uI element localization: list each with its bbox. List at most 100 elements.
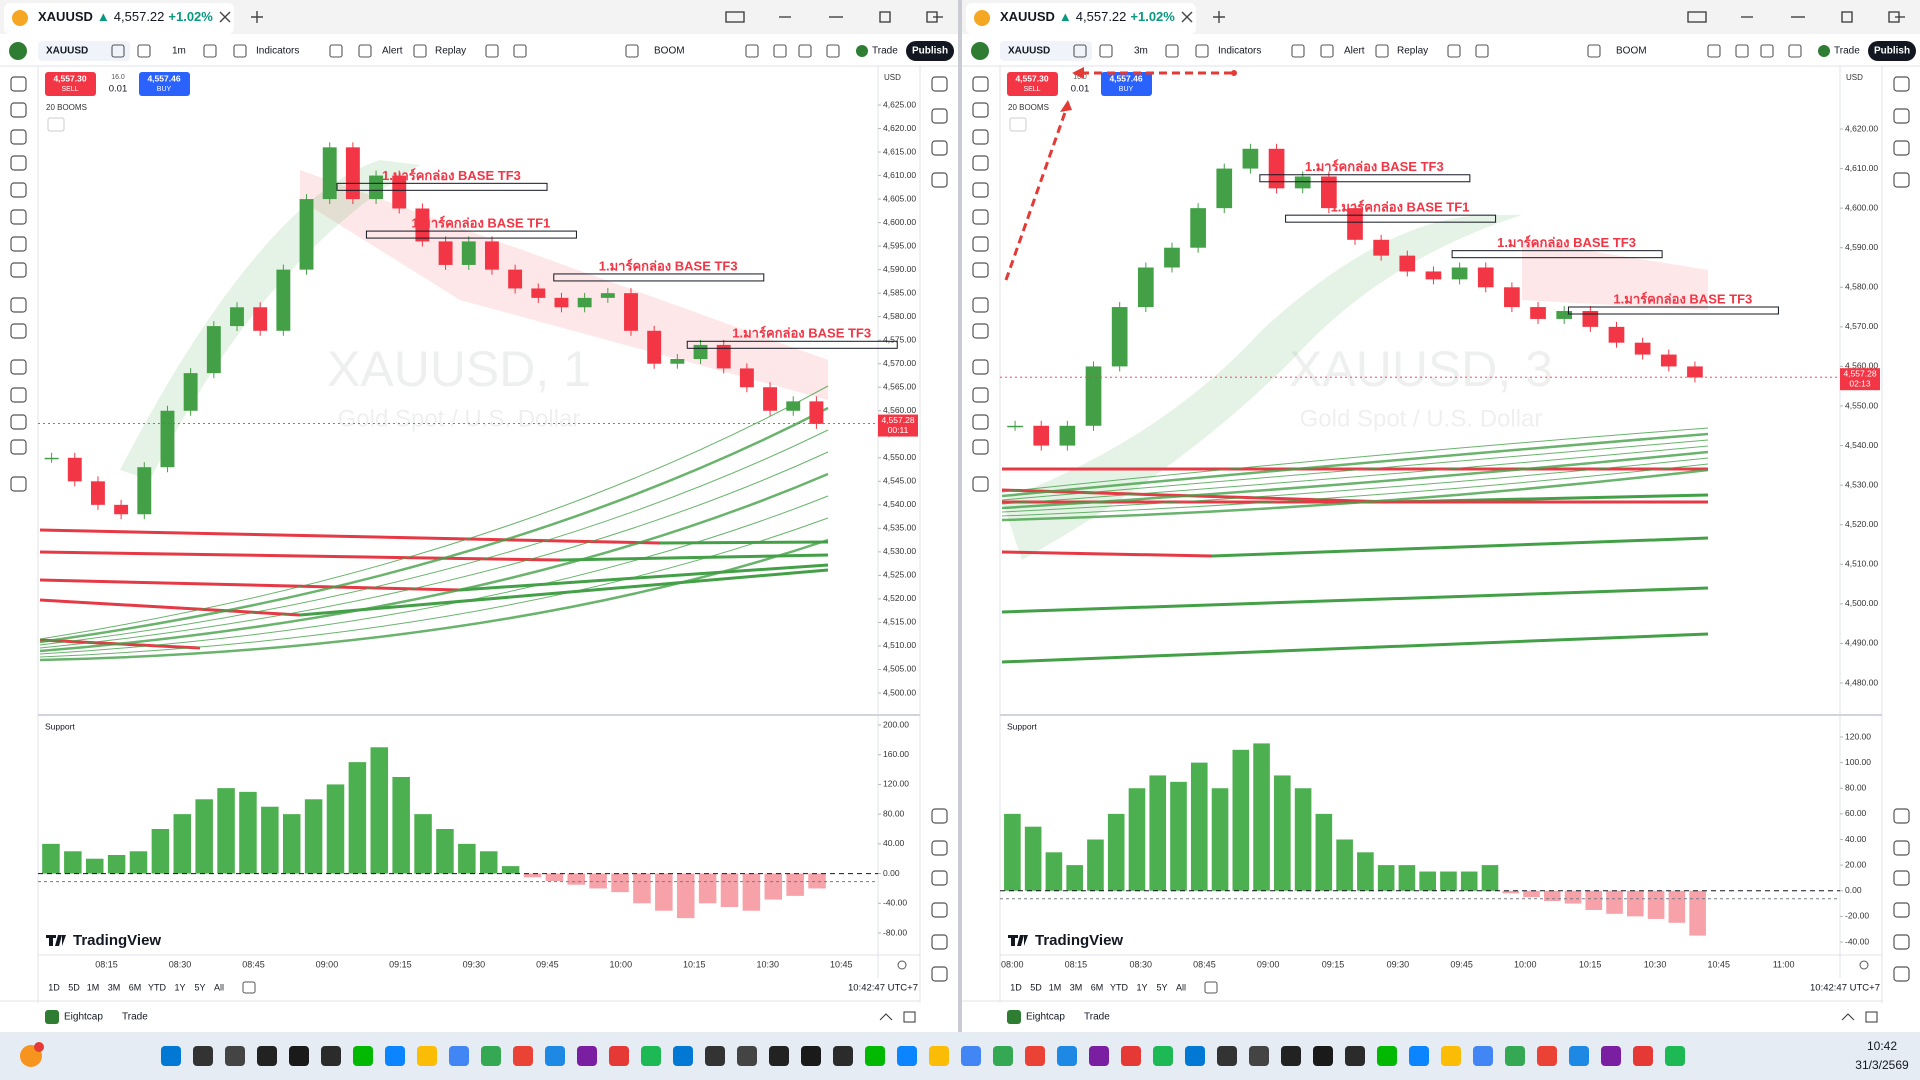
drawing-tool[interactable] bbox=[972, 102, 989, 118]
taskbar-app-icon[interactable] bbox=[1377, 1046, 1397, 1066]
taskbar-app-icon[interactable] bbox=[1057, 1046, 1077, 1066]
taskbar-app-icon[interactable] bbox=[961, 1046, 981, 1066]
taskbar-app-icon[interactable] bbox=[993, 1046, 1013, 1066]
toolbar-icon[interactable] bbox=[513, 44, 527, 58]
annotation[interactable]: 1.มาร์คกล่อง BASE TF3 bbox=[1497, 235, 1636, 250]
range-button[interactable]: 6M bbox=[129, 982, 142, 992]
drawing-tool[interactable] bbox=[972, 323, 989, 339]
range-button[interactable]: All bbox=[1176, 982, 1186, 992]
drawing-tool[interactable] bbox=[972, 262, 989, 278]
toolbar-icon[interactable] bbox=[625, 44, 639, 58]
oscillator-title[interactable]: Support bbox=[1007, 721, 1037, 731]
broker-name[interactable]: Eightcap bbox=[1026, 1012, 1065, 1023]
drawing-tool[interactable] bbox=[10, 297, 27, 313]
taskbar-app-icon[interactable] bbox=[1313, 1046, 1333, 1066]
toolbar-publish[interactable]: Publish bbox=[1874, 46, 1910, 57]
range-button[interactable]: 1D bbox=[48, 982, 60, 992]
indicator-label[interactable]: 20 BOOMS bbox=[1008, 103, 1049, 112]
range-button[interactable]: 1D bbox=[1010, 982, 1022, 992]
sell-label[interactable]: SELL bbox=[1023, 86, 1040, 93]
taskbar-app-icon[interactable] bbox=[641, 1046, 661, 1066]
drawing-tool[interactable] bbox=[10, 155, 27, 171]
quantity[interactable]: 0.01 bbox=[1071, 84, 1090, 95]
toolbar-icon[interactable] bbox=[1099, 44, 1113, 58]
taskbar-app-icon[interactable] bbox=[161, 1046, 181, 1066]
toolbar-icon[interactable] bbox=[329, 44, 343, 58]
drawing-tool[interactable] bbox=[972, 297, 989, 313]
publish-button[interactable] bbox=[1868, 41, 1916, 61]
taskbar-app-icon[interactable] bbox=[673, 1046, 693, 1066]
indicator-label[interactable]: 20 BOOMS bbox=[46, 103, 87, 112]
toolbar-indicators[interactable]: Indicators bbox=[1218, 46, 1261, 57]
toolbar-icon[interactable] bbox=[1587, 44, 1601, 58]
window-control[interactable] bbox=[1687, 11, 1707, 23]
toolbar-publish[interactable]: Publish bbox=[912, 46, 948, 57]
quantity[interactable]: 0.01 bbox=[109, 84, 128, 95]
toolbar-icon[interactable] bbox=[1320, 44, 1334, 58]
taskbar-app-icon[interactable] bbox=[481, 1046, 501, 1066]
window-control[interactable] bbox=[879, 11, 891, 23]
sidebar-widget[interactable] bbox=[1893, 108, 1910, 124]
toolbar-interval[interactable]: 3m bbox=[1134, 46, 1148, 57]
sidebar-widget[interactable] bbox=[931, 902, 948, 918]
sidebar-widget[interactable] bbox=[931, 140, 948, 156]
toolbar-interval[interactable]: 1m bbox=[172, 46, 186, 57]
sidebar-widget[interactable] bbox=[931, 934, 948, 950]
drawing-tool[interactable] bbox=[972, 76, 989, 92]
taskbar-app-icon[interactable] bbox=[1153, 1046, 1173, 1066]
drawing-tool[interactable] bbox=[972, 387, 989, 403]
collapse-button[interactable] bbox=[47, 117, 65, 132]
annotation[interactable]: 1.มาร์คกล่อง BASE TF1 bbox=[1331, 200, 1470, 215]
taskbar-app-icon[interactable] bbox=[705, 1046, 725, 1066]
drawing-tool[interactable] bbox=[10, 414, 27, 430]
drawing-tool[interactable] bbox=[10, 76, 27, 92]
sidebar-widget[interactable] bbox=[931, 966, 948, 982]
drawing-tool[interactable] bbox=[972, 359, 989, 375]
buy-price[interactable]: 4,557.46 bbox=[147, 73, 180, 83]
currency-label[interactable]: USD bbox=[1846, 73, 1863, 82]
range-button[interactable]: 1M bbox=[1049, 982, 1062, 992]
toolbar-icon[interactable] bbox=[1165, 44, 1179, 58]
taskbar-app-icon[interactable] bbox=[1025, 1046, 1045, 1066]
sidebar-widget[interactable] bbox=[931, 840, 948, 856]
sidebar-widget[interactable] bbox=[931, 172, 948, 188]
taskbar-app-icon[interactable] bbox=[545, 1046, 565, 1066]
toolbar-icon[interactable] bbox=[111, 44, 125, 58]
taskbar-app-icon[interactable] bbox=[1665, 1046, 1685, 1066]
taskbar-app-icon[interactable] bbox=[321, 1046, 341, 1066]
sidebar-widget[interactable] bbox=[931, 76, 948, 92]
range-button[interactable]: 5Y bbox=[194, 982, 205, 992]
sidebar-widget[interactable] bbox=[931, 870, 948, 886]
range-button[interactable]: 5D bbox=[1030, 982, 1042, 992]
sidebar-widget[interactable] bbox=[1893, 966, 1910, 982]
taskbar-app-icon[interactable] bbox=[769, 1046, 789, 1066]
range-button[interactable]: 1Y bbox=[1136, 982, 1147, 992]
window-control[interactable] bbox=[1888, 11, 1905, 23]
drawing-tool[interactable] bbox=[972, 439, 989, 455]
toolbar-icon[interactable] bbox=[1475, 44, 1489, 58]
tab-close[interactable] bbox=[219, 11, 231, 23]
buy-label[interactable]: BUY bbox=[157, 86, 172, 93]
toolbar-icon[interactable] bbox=[1195, 44, 1209, 58]
taskbar-app-icon[interactable] bbox=[193, 1046, 213, 1066]
currency-label[interactable]: USD bbox=[884, 73, 901, 82]
taskbar-app-icon[interactable] bbox=[385, 1046, 405, 1066]
range-button[interactable]: 5Y bbox=[1156, 982, 1167, 992]
sidebar-widget[interactable] bbox=[1893, 808, 1910, 824]
taskbar-app-icon[interactable] bbox=[865, 1046, 885, 1066]
time-axis-settings[interactable] bbox=[897, 960, 907, 970]
toolbar-replay[interactable]: Replay bbox=[1397, 46, 1428, 57]
drawing-tool[interactable] bbox=[10, 262, 27, 278]
taskbar-app-icon[interactable] bbox=[577, 1046, 597, 1066]
tab[interactable] bbox=[4, 3, 234, 34]
toolbar-icon[interactable] bbox=[137, 44, 151, 58]
drawing-tool[interactable] bbox=[972, 236, 989, 252]
toolbar-icon[interactable] bbox=[773, 44, 787, 58]
sidebar-widget[interactable] bbox=[1893, 76, 1910, 92]
toolbar-trade[interactable]: Trade bbox=[1834, 46, 1860, 57]
collapse-panel[interactable] bbox=[1841, 1013, 1855, 1021]
range-button[interactable]: YTD bbox=[148, 982, 167, 992]
taskbar-app-icon[interactable] bbox=[289, 1046, 309, 1066]
sell-price[interactable]: 4,557.30 bbox=[1015, 73, 1048, 83]
trade-icon[interactable] bbox=[1818, 45, 1830, 57]
